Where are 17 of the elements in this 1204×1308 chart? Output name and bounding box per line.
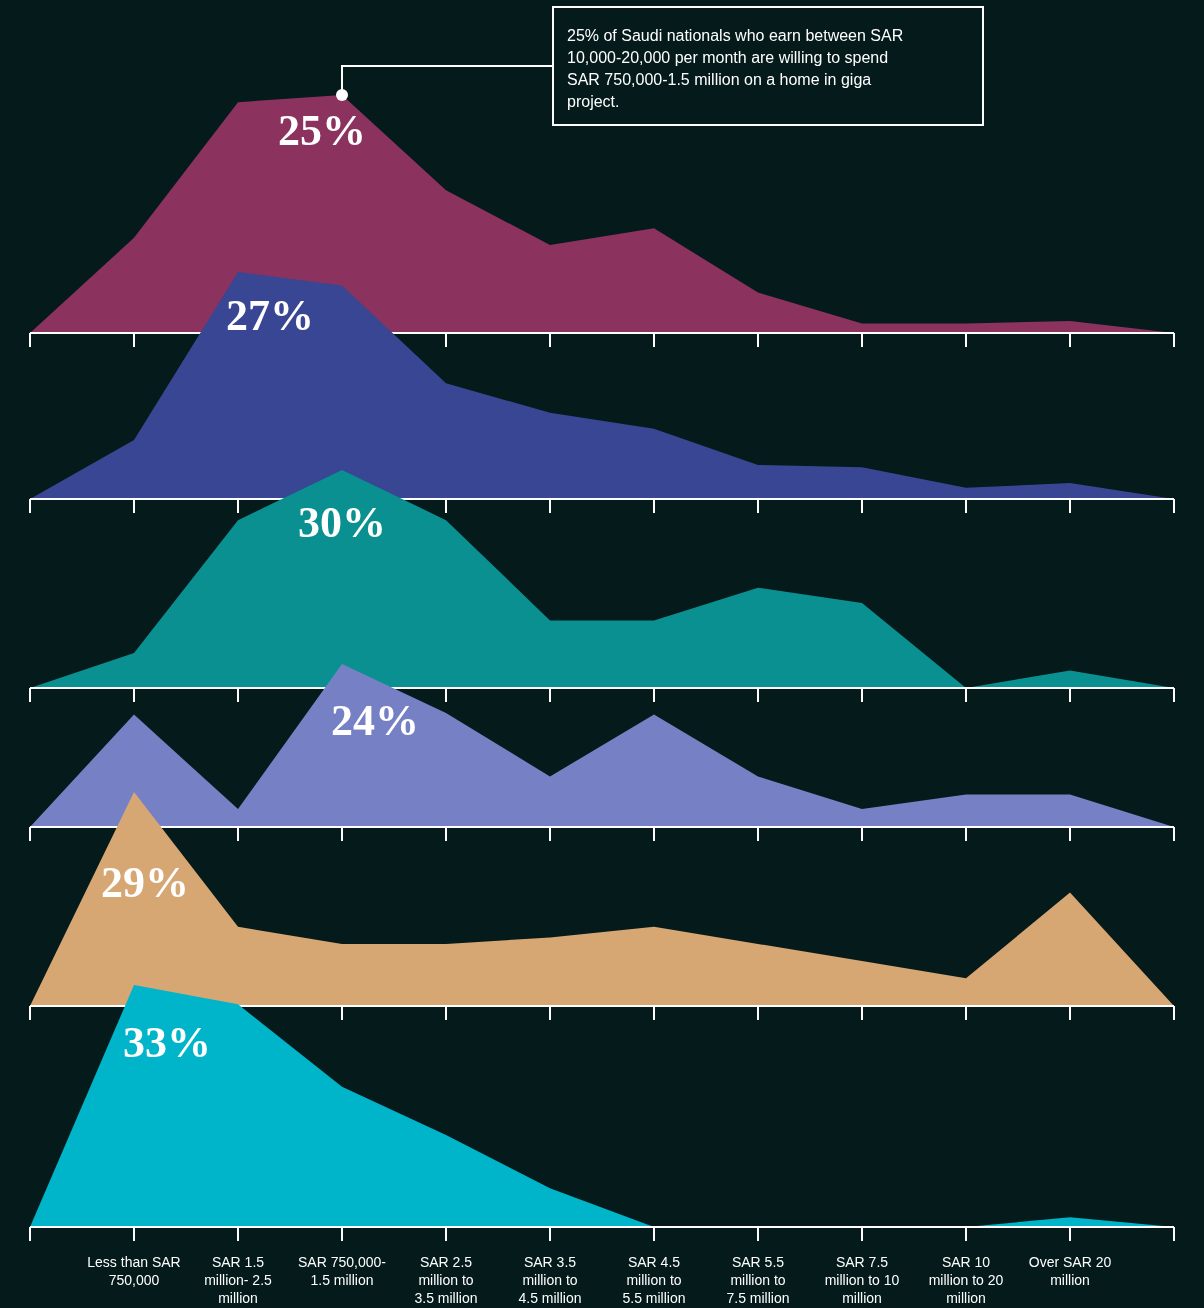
x-tick-label: Less than SAR 750,000 [87,1254,181,1288]
annotation: 29% [101,858,189,907]
x-tick-label: Over SAR 20 million [1028,1254,1112,1288]
x-tick-label: SAR 1.5 million- 2.5 million [204,1254,273,1306]
x-tick-label: SAR 7.5 million to 10 million [824,1254,900,1306]
x-tick-label: SAR 10 million to 20 million [928,1254,1004,1306]
x-tick-label: SAR 750,000- 1.5 million [298,1254,387,1288]
annotation: 25% of Saudi nationals who earn between SAR 10,000-20,000 per month are willing to spend SAR 750,000-1.5 million on a home in giga project. [567,27,904,110]
annotation: 30% [298,498,386,547]
annotation: 27% [226,291,314,340]
x-tick-label: SAR 2.5 million to 3.5 million [414,1254,478,1306]
annotation: 33% [123,1018,211,1067]
x-tick-label: SAR 4.5 million to 5.5 million [622,1254,686,1306]
annotation: 25% [278,106,366,155]
annotation: 24% [331,696,419,745]
x-tick-label: SAR 3.5 million to 4.5 million [518,1254,582,1306]
x-tick-label: SAR 5.5 million to 7.5 million [726,1254,790,1306]
